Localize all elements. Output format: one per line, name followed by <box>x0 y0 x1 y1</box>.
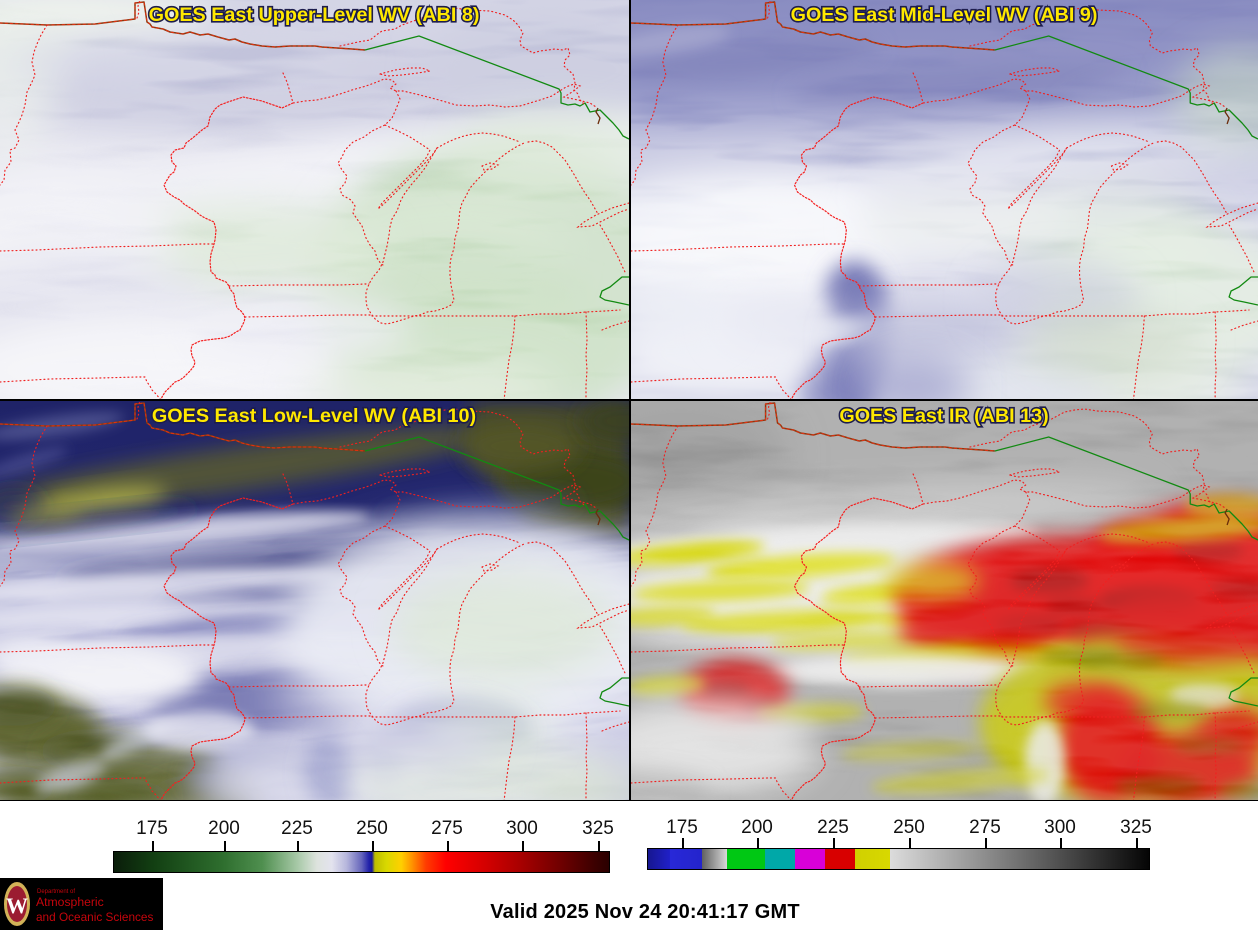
svg-text:Department of: Department of <box>37 889 75 895</box>
svg-text:GOES East Mid-Level WV (ABI 9): GOES East Mid-Level WV (ABI 9) <box>791 4 1098 26</box>
svg-text:GOES East Upper-Level WV (ABI: GOES East Upper-Level WV (ABI 8) <box>149 4 480 26</box>
svg-text:and Oceanic Sciences: and Oceanic Sciences <box>36 910 153 924</box>
svg-text:GOES East Low-Level WV (ABI 10: GOES East Low-Level WV (ABI 10) <box>152 405 476 427</box>
svg-text:W: W <box>6 893 28 918</box>
svg-text:GOES East IR (ABI 13): GOES East IR (ABI 13) <box>839 405 1048 427</box>
svg-text:Atmospheric: Atmospheric <box>36 895 104 909</box>
